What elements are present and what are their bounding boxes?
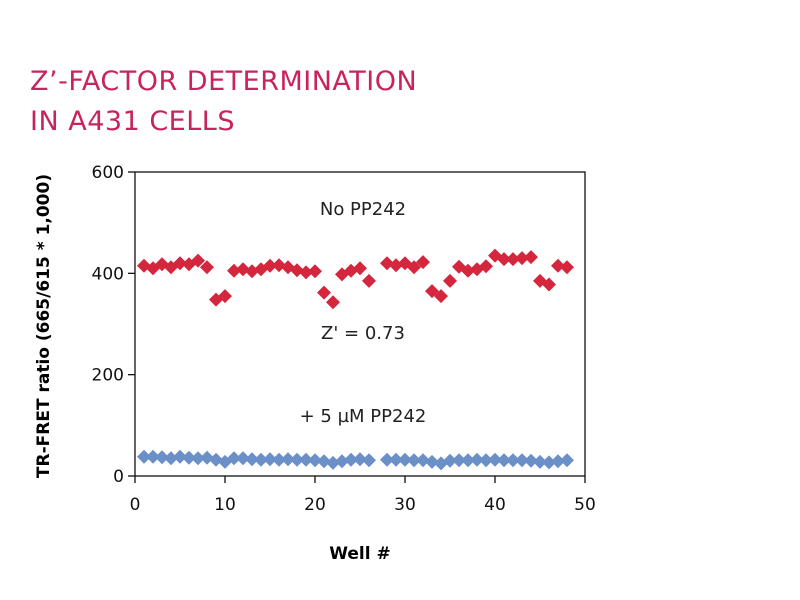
x-tick-label: 40 — [484, 495, 506, 515]
x-tick-label: 30 — [394, 495, 416, 515]
data-point-diamond — [281, 452, 295, 467]
data-point-diamond — [335, 454, 349, 469]
chart-title-line-1: Z’-FACTOR DETERMINATION — [30, 66, 418, 97]
data-point-diamond — [479, 259, 493, 274]
y-axis: 0 200 400 600 — [92, 163, 135, 487]
data-point-diamond — [398, 452, 412, 467]
annotation-label: No PP242 — [320, 199, 406, 220]
data-point-diamond — [389, 452, 403, 467]
data-point-diamond — [182, 450, 196, 465]
annotation-label: + 5 µM PP242 — [300, 406, 427, 427]
data-point-diamond — [326, 455, 340, 470]
data-point-diamond — [416, 255, 430, 270]
data-point-diamond — [434, 289, 448, 304]
data-point-diamond — [461, 263, 475, 278]
plot-frame — [134, 171, 586, 477]
data-point-diamond — [533, 454, 547, 469]
data-point-diamond — [506, 252, 520, 267]
x-axis: 0 10 20 30 40 50 — [130, 476, 596, 515]
data-point-diamond — [173, 449, 187, 464]
series-pp242 — [137, 449, 574, 471]
data-point-diamond — [542, 455, 556, 470]
data-point-diamond — [380, 452, 394, 467]
data-point-diamond — [344, 452, 358, 467]
data-point-diamond — [497, 453, 511, 468]
data-point-diamond — [470, 452, 484, 467]
data-point-diamond — [137, 449, 151, 464]
data-point-diamond — [452, 453, 466, 468]
data-point-diamond — [560, 260, 574, 275]
annotations: No PP242 Z' = 0.73 + 5 µM PP242 — [300, 199, 427, 427]
data-point-diamond — [263, 452, 277, 467]
data-point-diamond — [497, 252, 511, 267]
data-point-diamond — [191, 451, 205, 466]
chart-title-line-2: IN A431 CELLS — [30, 106, 235, 137]
x-tick-label: 50 — [574, 495, 596, 515]
annotation-label: Z' = 0.73 — [321, 323, 405, 344]
data-point-diamond — [308, 264, 322, 279]
data-point-diamond — [290, 452, 304, 467]
data-point-diamond — [236, 451, 250, 466]
data-point-diamond — [425, 454, 439, 469]
data-point-diamond — [362, 273, 376, 288]
series-no-pp242 — [137, 248, 574, 310]
data-point-diamond — [317, 454, 331, 469]
x-axis-title: Well # — [329, 544, 391, 564]
data-point-diamond — [191, 253, 205, 268]
data-point-diamond — [362, 453, 376, 468]
data-point-diamond — [515, 453, 529, 468]
y-tick-label: 200 — [92, 366, 124, 386]
data-point-diamond — [479, 453, 493, 468]
data-point-diamond — [488, 452, 502, 467]
data-point-diamond — [299, 265, 313, 280]
data-point-diamond — [560, 453, 574, 468]
data-point-diamond — [200, 260, 214, 275]
data-point-diamond — [155, 450, 169, 465]
y-tick-label: 600 — [92, 163, 124, 183]
data-point-diamond — [326, 295, 340, 310]
data-point-diamond — [407, 453, 421, 468]
data-point-diamond — [515, 251, 529, 266]
x-tick-label: 0 — [130, 495, 141, 515]
chart-title: Z’-FACTOR DETERMINATION IN A431 CELLS — [30, 62, 550, 142]
data-point-diamond — [524, 250, 538, 265]
x-tick-label: 20 — [304, 495, 326, 515]
x-tick-label: 10 — [214, 495, 236, 515]
data-point-diamond — [461, 453, 475, 468]
data-point-diamond — [299, 452, 313, 467]
data-point-diamond — [524, 453, 538, 468]
data-point-diamond — [551, 258, 565, 273]
data-point-diamond — [551, 454, 565, 469]
data-point-diamond — [218, 289, 232, 304]
data-point-diamond — [443, 273, 457, 288]
data-point-diamond — [416, 453, 430, 468]
data-point-diamond — [317, 285, 331, 300]
data-point-diamond — [227, 451, 241, 466]
data-point-diamond — [173, 256, 187, 271]
data-point-diamond — [407, 260, 421, 275]
y-tick-label: 400 — [92, 264, 124, 284]
data-point-diamond — [353, 452, 367, 467]
data-points — [137, 248, 574, 471]
data-point-diamond — [254, 452, 268, 467]
data-point-diamond — [542, 277, 556, 292]
data-point-diamond — [506, 453, 520, 468]
data-point-diamond — [308, 453, 322, 468]
data-point-diamond — [272, 452, 286, 467]
data-point-diamond — [263, 258, 277, 273]
y-tick-label: 0 — [113, 467, 124, 487]
plot-area-border — [134, 171, 586, 477]
data-point-diamond — [425, 284, 439, 299]
data-point-diamond — [227, 263, 241, 278]
data-point-diamond — [443, 453, 457, 468]
data-point-diamond — [164, 451, 178, 466]
y-axis-title: TR-FRET ratio (665/615 * 1,000) — [34, 174, 54, 478]
data-point-diamond — [245, 452, 259, 467]
data-point-diamond — [146, 449, 160, 464]
data-point-diamond — [353, 261, 367, 276]
